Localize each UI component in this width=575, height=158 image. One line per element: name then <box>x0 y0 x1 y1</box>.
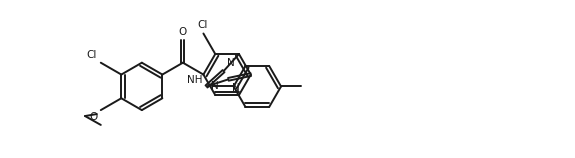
Text: NH: NH <box>187 75 202 85</box>
Text: Cl: Cl <box>86 50 97 60</box>
Text: N: N <box>227 58 235 68</box>
Text: Cl: Cl <box>197 20 208 30</box>
Text: N: N <box>232 83 240 93</box>
Text: O: O <box>90 112 98 122</box>
Text: N: N <box>211 82 218 91</box>
Text: O: O <box>179 27 187 37</box>
